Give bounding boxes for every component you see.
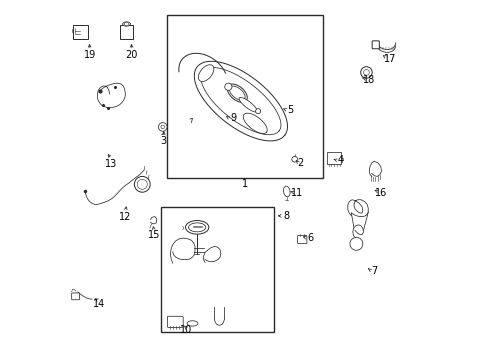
Circle shape — [134, 176, 150, 192]
Bar — [167, 15, 323, 178]
Ellipse shape — [187, 321, 198, 326]
Text: 15: 15 — [148, 230, 160, 239]
FancyBboxPatch shape — [326, 152, 341, 164]
Text: 3: 3 — [161, 136, 166, 146]
Ellipse shape — [239, 98, 257, 112]
Text: 7: 7 — [370, 266, 377, 276]
Text: 9: 9 — [229, 113, 236, 123]
Text: 11: 11 — [291, 188, 303, 198]
Text: 4: 4 — [337, 155, 343, 165]
Circle shape — [161, 125, 164, 129]
FancyBboxPatch shape — [371, 41, 379, 49]
Circle shape — [360, 67, 371, 78]
Text: 2: 2 — [297, 158, 304, 168]
Ellipse shape — [124, 23, 129, 26]
Text: 17: 17 — [383, 54, 395, 64]
FancyBboxPatch shape — [120, 25, 133, 40]
FancyBboxPatch shape — [73, 25, 88, 40]
Text: 1: 1 — [242, 179, 248, 189]
Text: 5: 5 — [286, 105, 293, 115]
Ellipse shape — [283, 186, 289, 197]
Text: 16: 16 — [375, 188, 387, 198]
Circle shape — [291, 156, 297, 162]
Circle shape — [363, 69, 368, 75]
Ellipse shape — [185, 221, 208, 234]
Text: 10: 10 — [180, 325, 192, 335]
Ellipse shape — [227, 84, 247, 102]
Circle shape — [158, 123, 167, 131]
Bar — [161, 207, 274, 332]
Ellipse shape — [229, 86, 244, 100]
Ellipse shape — [198, 65, 213, 82]
Circle shape — [255, 109, 260, 114]
Circle shape — [224, 83, 231, 90]
FancyBboxPatch shape — [72, 293, 80, 300]
FancyBboxPatch shape — [297, 235, 306, 243]
Text: 13: 13 — [105, 159, 117, 169]
Text: 19: 19 — [83, 50, 96, 60]
Ellipse shape — [188, 223, 205, 232]
Text: 8: 8 — [283, 211, 289, 221]
Circle shape — [349, 237, 362, 250]
Text: 14: 14 — [93, 299, 105, 309]
FancyBboxPatch shape — [167, 316, 183, 327]
Text: 20: 20 — [125, 50, 138, 60]
Circle shape — [137, 179, 147, 189]
Text: 12: 12 — [119, 212, 131, 221]
Text: 6: 6 — [306, 233, 312, 243]
Text: 18: 18 — [363, 75, 375, 85]
Ellipse shape — [122, 22, 130, 26]
